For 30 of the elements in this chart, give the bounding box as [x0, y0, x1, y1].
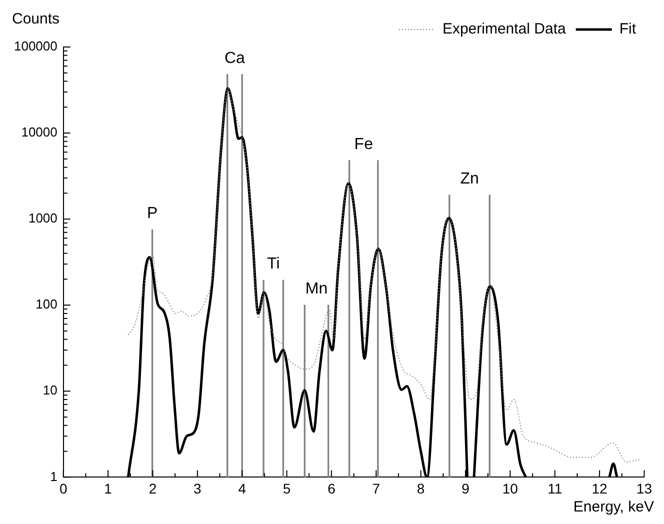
x-tick-label: 13	[636, 480, 652, 496]
x-tick-label: 9	[462, 480, 470, 496]
annotation: Ti	[267, 256, 280, 273]
y-tick-label: 100000	[14, 38, 58, 54]
x-tick-label: 11	[548, 480, 562, 496]
annotation: Fe	[354, 136, 374, 153]
y-tick-label: 100	[36, 296, 58, 312]
annotation: Mn	[305, 280, 328, 298]
y-axis-title: Counts	[12, 10, 60, 28]
annotation: P	[146, 205, 158, 222]
annotation: Zn	[460, 170, 479, 188]
legend-label: Fit	[619, 20, 637, 38]
x-tick-label: 3	[194, 480, 202, 496]
y-tick-label: 10000	[21, 124, 58, 140]
x-tick-label: 10	[502, 480, 518, 496]
x-tick-label: 6	[328, 480, 336, 496]
x-tick-label: 5	[282, 480, 291, 496]
legend-label: Experimental Data	[442, 20, 566, 38]
x-tick-label: 1	[104, 480, 112, 496]
x-tick-label: 4	[238, 480, 246, 496]
x-tick-label: 12	[592, 480, 608, 496]
y-tick-label: 10	[42, 382, 58, 398]
annotation: Ca	[224, 50, 246, 67]
x-axis-title: Energy, keV	[573, 498, 654, 516]
y-tick-label: 1	[50, 468, 58, 484]
x-tick-label: 7	[372, 480, 380, 496]
x-tick-label: 0	[59, 480, 68, 496]
x-tick-label: 2	[148, 480, 157, 496]
y-tick-label: 1000	[28, 210, 58, 226]
x-tick-label: 8	[416, 480, 425, 496]
